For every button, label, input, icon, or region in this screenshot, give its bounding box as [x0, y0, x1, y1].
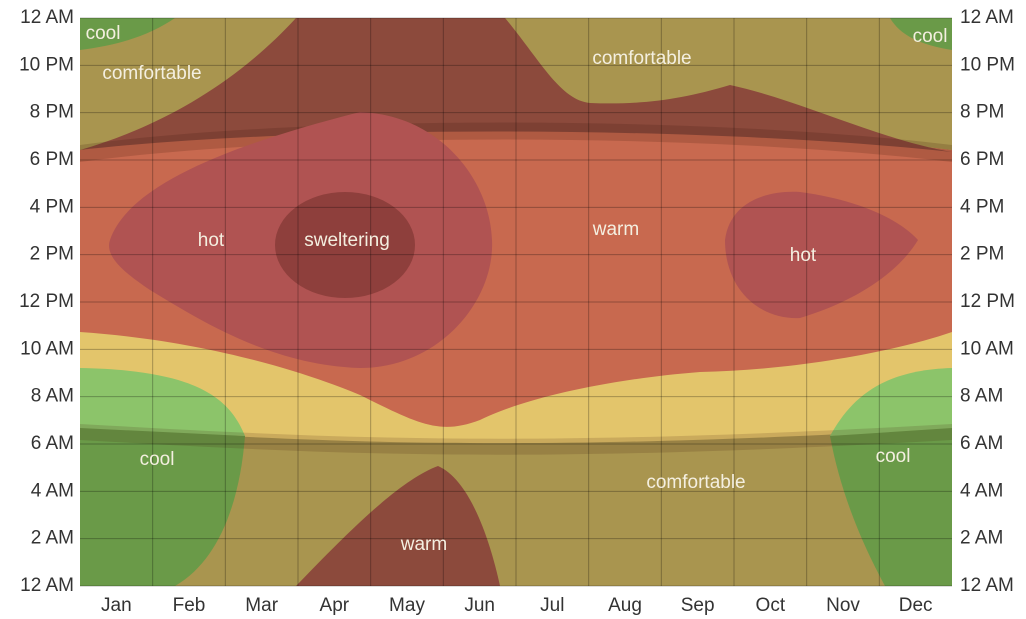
x-tick-label: Feb — [173, 595, 206, 616]
y2-tick-label: 12 AM — [960, 575, 1014, 596]
y2-tick-label: 2 PM — [960, 244, 1004, 265]
region-label: cool — [140, 449, 175, 470]
region-label: comfortable — [646, 472, 745, 493]
cool-light-region — [830, 368, 952, 436]
y2-tick-label: 10 AM — [960, 338, 1014, 359]
y2-tick-label: 6 PM — [960, 149, 1004, 170]
region-label: hot — [198, 230, 225, 251]
region-label: sweltering — [304, 230, 390, 251]
y-tick-label: 4 AM — [31, 480, 74, 501]
sweltering-region — [275, 192, 415, 298]
cool-region — [80, 18, 175, 50]
x-tick-label: Oct — [756, 595, 786, 616]
twilight-band — [80, 424, 952, 455]
cool-region — [830, 428, 952, 586]
y2-tick-label: 2 AM — [960, 528, 1003, 549]
y-tick-label: 4 PM — [30, 196, 74, 217]
y-tick-label: 6 PM — [30, 149, 74, 170]
region-label: cool — [86, 23, 121, 44]
y2-tick-label: 4 AM — [960, 480, 1003, 501]
x-tick-label: Nov — [826, 595, 860, 616]
x-tick-label: Dec — [899, 595, 933, 616]
x-tick-label: May — [389, 595, 425, 616]
warm-night-region — [296, 466, 500, 586]
y-tick-label: 12 AM — [20, 7, 74, 28]
x-tick-label: Aug — [608, 595, 642, 616]
x-tick-label: Jul — [540, 595, 564, 616]
y2-tick-label: 8 AM — [960, 386, 1003, 407]
y-tick-label: 8 AM — [31, 386, 74, 407]
y-tick-label: 10 PM — [19, 54, 74, 75]
cool-region — [890, 18, 952, 50]
y2-tick-label: 8 PM — [960, 102, 1004, 123]
plot-regions — [80, 18, 952, 586]
y2-tick-label: 10 PM — [960, 54, 1015, 75]
y2-tick-label: 4 PM — [960, 196, 1004, 217]
y-tick-label: 2 PM — [30, 244, 74, 265]
y2-tick-label: 12 AM — [960, 7, 1014, 28]
x-tick-label: Sep — [681, 595, 715, 616]
hot-region — [725, 191, 918, 319]
y-tick-label: 2 AM — [31, 528, 74, 549]
y-tick-label: 12 AM — [20, 575, 74, 596]
region-label: cool — [913, 26, 948, 47]
y-tick-label: 8 PM — [30, 102, 74, 123]
cool-region — [80, 428, 245, 586]
x-tick-label: Jun — [464, 595, 495, 616]
region-label: hot — [790, 245, 817, 266]
region-label: comfortable — [592, 48, 691, 69]
region-label: comfortable — [102, 63, 201, 84]
region-label: warm — [400, 534, 447, 555]
y-tick-label: 6 AM — [31, 433, 74, 454]
x-tick-label: Apr — [320, 595, 350, 616]
y-tick-label: 12 PM — [19, 291, 74, 312]
y2-tick-label: 12 PM — [960, 291, 1015, 312]
warm-night-region — [80, 18, 952, 152]
region-label: cool — [876, 446, 911, 467]
region-label: warm — [592, 219, 639, 240]
y-tick-label: 10 AM — [20, 338, 74, 359]
cool-light-region — [80, 368, 245, 436]
x-tick-label: Mar — [245, 595, 278, 616]
x-tick-label: Jan — [101, 595, 132, 616]
y2-tick-label: 6 AM — [960, 433, 1003, 454]
